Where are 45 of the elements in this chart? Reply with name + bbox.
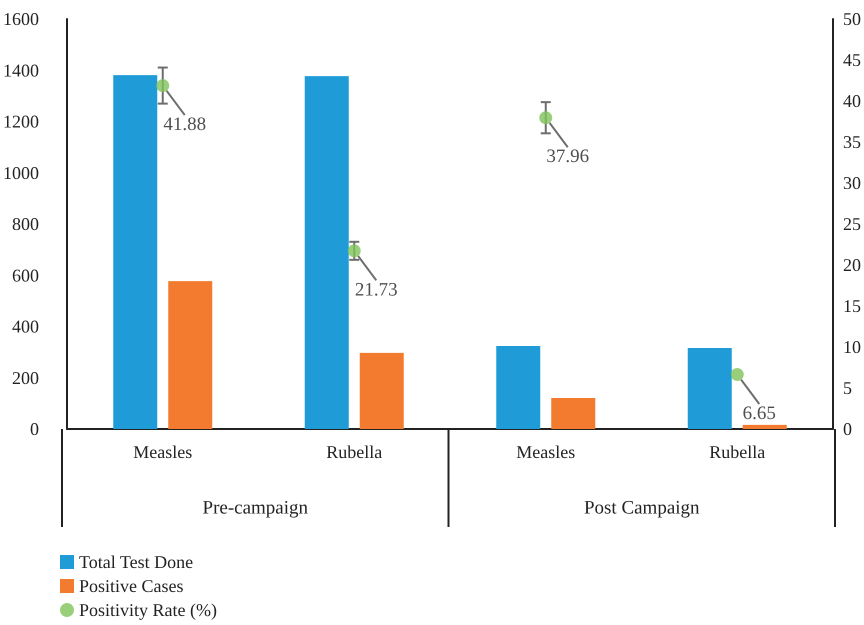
y-tick-label: 0 xyxy=(30,419,39,439)
y-tick-label: 800 xyxy=(12,214,39,234)
y-tick-label: 1200 xyxy=(3,112,39,132)
bar xyxy=(742,424,787,429)
y2-tick-label: 30 xyxy=(843,173,861,193)
legend-label: Total Test Done xyxy=(79,552,194,572)
y2-tick-label: 20 xyxy=(843,255,861,275)
bar xyxy=(113,75,158,429)
bar xyxy=(168,281,212,429)
bar xyxy=(304,76,349,429)
text: Pre-campaign xyxy=(202,498,309,518)
data-label: 6.65 xyxy=(742,402,776,424)
bar xyxy=(551,398,596,429)
y2-tick-label: 40 xyxy=(843,91,861,111)
y2-tick-label: 50 xyxy=(843,9,861,29)
legend-label: Positive Cases xyxy=(79,576,184,596)
point xyxy=(156,79,170,92)
bar xyxy=(360,352,404,429)
point xyxy=(730,368,744,381)
y-tick-label: 1400 xyxy=(3,60,39,80)
y2-tick-label: 10 xyxy=(843,337,861,357)
y-tick-label: 1600 xyxy=(3,9,39,29)
x-tick-label: Rubella xyxy=(709,442,766,462)
y2-tick-label: 15 xyxy=(843,296,861,316)
y2-tick-label: 0 xyxy=(843,419,852,439)
point xyxy=(348,244,361,258)
bar xyxy=(688,348,732,429)
y2-tick-label: 45 xyxy=(843,50,861,70)
data-label: 21.73 xyxy=(354,279,398,300)
x-tick-label: Measles xyxy=(133,442,192,462)
y-tick-label: 200 xyxy=(12,368,39,388)
y-tick-label: 400 xyxy=(12,316,39,336)
point xyxy=(539,111,552,124)
x-tick-label: Measles xyxy=(516,442,576,462)
x-tick-label: Rubella xyxy=(326,442,382,462)
y2-tick-label: 35 xyxy=(843,132,861,152)
y-tick-label: 600 xyxy=(12,265,39,286)
data-label: 37.96 xyxy=(546,146,590,168)
y2-tick-label: 25 xyxy=(843,214,861,234)
data-label: 41.88 xyxy=(163,114,206,136)
y2-tick-label: 5 xyxy=(843,378,852,398)
bar xyxy=(496,346,540,429)
legend-label: Positivity Rate (%) xyxy=(79,600,217,620)
y-tick-label: 1000 xyxy=(3,162,39,183)
text: Post Campaign xyxy=(584,498,700,518)
